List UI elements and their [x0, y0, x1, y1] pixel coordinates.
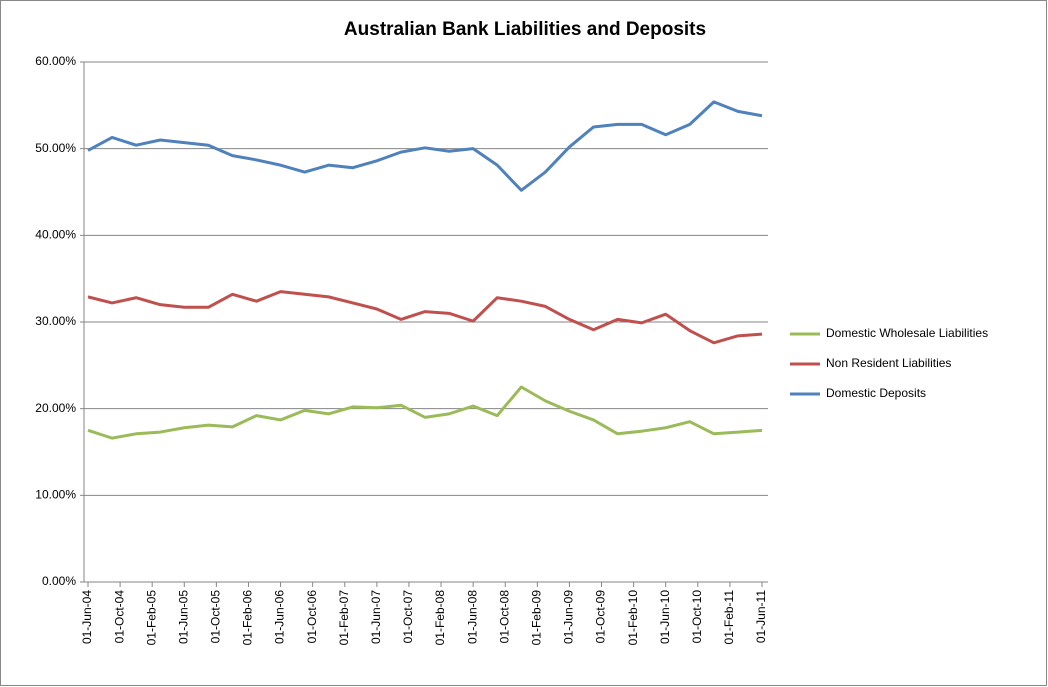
x-tick-label: 01-Jun-08 [465, 590, 479, 644]
y-tick-label: 60.00% [35, 54, 76, 68]
y-tick-label: 10.00% [35, 488, 76, 502]
x-tick-label: 01-Feb-09 [530, 590, 544, 646]
series-line [87, 290, 763, 345]
x-tick-label: 01-Jun-05 [176, 590, 190, 644]
x-tick-label: 01-Jun-07 [369, 590, 383, 644]
x-tick-label: 01-Feb-10 [626, 590, 640, 646]
legend-label: Domestic Wholesale Liabilities [826, 326, 988, 340]
x-tick-label: 01-Oct-09 [594, 590, 608, 644]
legend-label: Domestic Deposits [826, 386, 926, 400]
x-tick-label: 01-Jun-10 [658, 590, 672, 644]
x-tick-label: 01-Oct-07 [401, 590, 415, 644]
series-line [87, 100, 763, 192]
x-tick-label: 01-Feb-05 [144, 590, 158, 646]
x-tick-label: 01-Jun-09 [562, 590, 576, 644]
y-tick-label: 50.00% [35, 141, 76, 155]
x-tick-label: 01-Oct-04 [112, 590, 126, 644]
y-tick-label: 20.00% [35, 401, 76, 415]
x-tick-label: 01-Feb-11 [722, 590, 736, 645]
x-tick-label: 01-Feb-06 [241, 590, 255, 646]
x-tick-label: 01-Jun-06 [273, 590, 287, 644]
x-tick-label: 01-Oct-10 [690, 590, 704, 644]
y-tick-label: 30.00% [35, 314, 76, 328]
series-line [87, 385, 763, 440]
x-tick-label: 01-Oct-08 [497, 590, 511, 644]
x-tick-label: 01-Jun-04 [80, 590, 94, 644]
x-tick-label: 01-Feb-08 [433, 590, 447, 646]
x-tick-label: 01-Oct-05 [209, 590, 223, 644]
x-tick-label: 01-Feb-07 [337, 590, 351, 646]
y-tick-label: 40.00% [35, 228, 76, 242]
y-tick-label: 0.00% [42, 574, 76, 588]
chart-title: Australian Bank Liabilities and Deposits [344, 19, 706, 40]
legend-label: Non Resident Liabilities [826, 356, 951, 370]
x-tick-label: 01-Oct-06 [305, 590, 319, 644]
x-tick-label: 01-Jun-11 [754, 590, 768, 643]
